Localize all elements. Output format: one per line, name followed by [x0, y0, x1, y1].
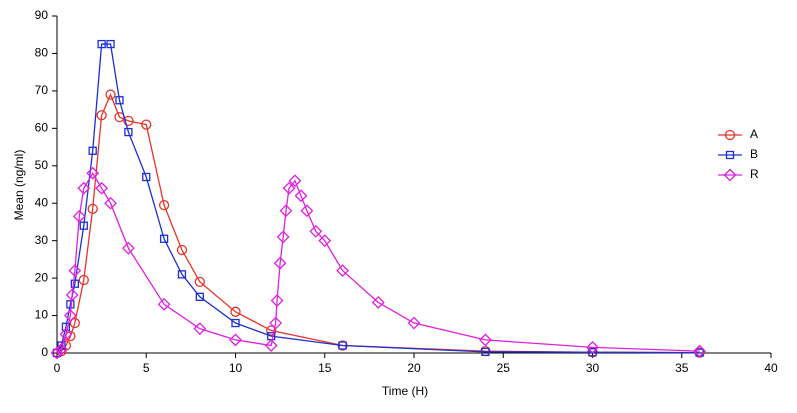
x-tick-label: 10 — [229, 361, 243, 375]
marker — [70, 279, 79, 288]
x-tick-label: 25 — [497, 361, 511, 375]
marker — [50, 346, 64, 360]
marker — [87, 203, 98, 214]
series-line — [56, 171, 700, 354]
marker — [88, 146, 97, 155]
marker — [318, 234, 332, 248]
marker — [79, 221, 88, 230]
marker — [63, 309, 77, 322]
marker — [141, 119, 152, 130]
x-tick-label: 5 — [143, 361, 150, 375]
marker — [66, 300, 75, 309]
legend-label: A — [750, 127, 758, 141]
marker — [294, 189, 308, 203]
marker — [106, 39, 115, 49]
x-axis-label: Time (H) — [382, 384, 428, 398]
marker — [282, 181, 296, 195]
marker — [69, 317, 80, 329]
marker — [269, 316, 283, 330]
marker — [586, 340, 599, 354]
marker — [270, 294, 284, 307]
marker — [229, 333, 242, 347]
y-tick-label: 40 — [35, 195, 49, 209]
y-tick-label: 50 — [35, 158, 49, 172]
y-tick-label: 30 — [35, 233, 49, 247]
legend-label: B — [750, 147, 758, 161]
marker — [481, 347, 490, 357]
x-tick-label: 15 — [318, 361, 332, 375]
marker — [177, 270, 187, 279]
y-tick-label: 80 — [35, 46, 49, 60]
marker — [78, 274, 89, 286]
marker — [59, 327, 73, 341]
marker — [371, 296, 385, 309]
x-tick-label: 0 — [54, 361, 61, 375]
marker — [266, 325, 277, 336]
marker — [273, 256, 287, 270]
y-tick-label: 0 — [41, 345, 48, 359]
y-tick-label: 10 — [35, 308, 49, 322]
marker — [124, 127, 133, 137]
marker — [300, 204, 314, 218]
marker — [95, 181, 109, 195]
marker — [725, 150, 735, 160]
marker — [123, 115, 134, 126]
marker — [65, 288, 79, 302]
marker — [55, 342, 68, 356]
marker — [121, 241, 135, 255]
marker — [96, 110, 107, 121]
y-axis-label: Mean (ng/ml) — [12, 150, 26, 221]
marker — [115, 96, 124, 105]
marker — [276, 230, 290, 244]
x-tick-label: 35 — [675, 361, 689, 375]
marker — [72, 209, 86, 223]
x-tick-label: 30 — [586, 361, 600, 375]
y-tick-label: 70 — [35, 83, 49, 97]
marker — [309, 224, 323, 238]
marker — [176, 244, 188, 256]
marker — [693, 344, 707, 358]
marker — [264, 339, 278, 352]
marker — [61, 322, 71, 331]
marker — [193, 322, 207, 336]
marker — [338, 341, 347, 350]
marker — [104, 196, 117, 210]
marker — [407, 316, 421, 330]
y-tick-label: 60 — [35, 121, 49, 135]
marker — [288, 174, 302, 188]
y-tick-label: 90 — [35, 8, 49, 22]
marker — [157, 297, 171, 311]
marker — [230, 306, 241, 317]
marker — [279, 204, 293, 218]
marker — [336, 264, 350, 278]
legend-label: R — [750, 167, 759, 181]
marker — [588, 348, 597, 357]
marker — [723, 168, 737, 182]
marker — [142, 172, 151, 182]
marker — [195, 292, 204, 301]
marker — [724, 129, 736, 141]
marker — [231, 318, 240, 328]
marker — [159, 234, 169, 243]
marker — [478, 333, 492, 347]
series-line — [56, 43, 700, 354]
x-tick-label: 20 — [407, 361, 421, 375]
marker — [194, 276, 205, 288]
marker — [158, 199, 170, 211]
marker — [68, 264, 82, 278]
marker — [105, 89, 116, 100]
marker — [86, 166, 100, 180]
x-tick-label: 40 — [764, 361, 778, 375]
marker — [97, 39, 106, 49]
series-line — [56, 92, 700, 354]
marker — [77, 181, 91, 195]
y-tick-label: 20 — [35, 270, 49, 284]
